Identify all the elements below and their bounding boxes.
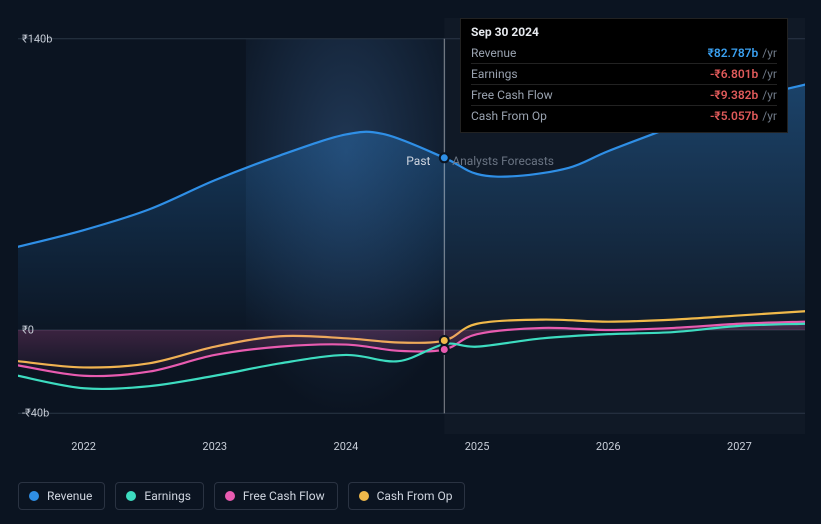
x-axis-label: 2023: [202, 440, 227, 453]
x-axis-label: 2026: [596, 440, 621, 453]
tooltip-row-value: -₹9.382b/yr: [636, 85, 777, 106]
cursor-marker-revenue: [440, 153, 449, 162]
legend-label: Earnings: [144, 489, 191, 503]
tooltip-row-label: Free Cash Flow: [471, 85, 636, 106]
legend-dot: [225, 491, 235, 501]
legend-label: Cash From Op: [377, 489, 453, 503]
tooltip-row: Cash From Op-₹5.057b/yr: [471, 106, 777, 127]
region-label-past: Past: [406, 154, 430, 168]
legend-dot: [359, 491, 369, 501]
legend-item-earnings[interactable]: Earnings: [115, 482, 204, 510]
tooltip-row: Earnings-₹6.801b/yr: [471, 64, 777, 85]
tooltip-row-label: Revenue: [471, 43, 636, 64]
tooltip: Sep 30 2024 Revenue₹82.787b/yrEarnings-₹…: [460, 18, 788, 133]
y-axis-label: -₹40b: [22, 407, 49, 420]
legend-label: Revenue: [47, 489, 92, 503]
cursor-marker-cash_from_op: [440, 336, 449, 345]
x-axis-label: 2022: [71, 440, 96, 453]
tooltip-row: Free Cash Flow-₹9.382b/yr: [471, 85, 777, 106]
legend: Revenue Earnings Free Cash Flow Cash From O…: [18, 482, 465, 510]
x-axis-label: 2025: [465, 440, 490, 453]
tooltip-row-label: Earnings: [471, 64, 636, 85]
x-axis-label: 2027: [727, 440, 752, 453]
tooltip-row-value: ₹82.787b/yr: [636, 43, 777, 64]
y-axis-label: ₹0: [22, 324, 34, 337]
cursor-marker-free_cash_flow: [440, 345, 449, 354]
legend-dot: [29, 491, 39, 501]
legend-label: Free Cash Flow: [243, 489, 325, 503]
tooltip-row-value: -₹5.057b/yr: [636, 106, 777, 127]
legend-dot: [126, 491, 136, 501]
tooltip-row-value: -₹6.801b/yr: [636, 64, 777, 85]
legend-item-cash_from_op[interactable]: Cash From Op: [348, 482, 466, 510]
tooltip-row: Revenue₹82.787b/yr: [471, 43, 777, 64]
legend-item-free_cash_flow[interactable]: Free Cash Flow: [214, 482, 338, 510]
tooltip-row-label: Cash From Op: [471, 106, 636, 127]
tooltip-date: Sep 30 2024: [471, 25, 777, 39]
y-axis-label: ₹140b: [22, 32, 52, 45]
region-label-forecast: Analysts Forecasts: [452, 154, 554, 168]
x-axis-label: 2024: [334, 440, 359, 453]
legend-item-revenue[interactable]: Revenue: [18, 482, 105, 510]
